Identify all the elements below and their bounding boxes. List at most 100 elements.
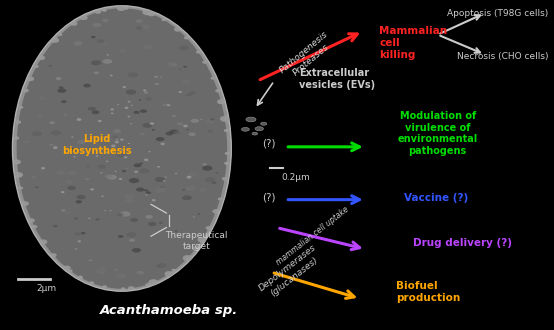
Ellipse shape (175, 230, 177, 232)
Ellipse shape (127, 116, 130, 117)
Ellipse shape (161, 143, 165, 145)
Ellipse shape (177, 122, 183, 125)
Ellipse shape (152, 129, 155, 131)
Ellipse shape (39, 96, 45, 100)
Ellipse shape (120, 212, 131, 216)
Ellipse shape (94, 72, 99, 74)
Ellipse shape (13, 160, 20, 164)
Ellipse shape (117, 213, 124, 216)
Text: Mammalian
cell
killing: Mammalian cell killing (379, 26, 448, 59)
Ellipse shape (198, 237, 206, 242)
Ellipse shape (196, 51, 201, 53)
Text: Necrosis (CHO cells): Necrosis (CHO cells) (457, 51, 548, 61)
Ellipse shape (38, 56, 45, 60)
Ellipse shape (125, 168, 128, 169)
Ellipse shape (111, 145, 116, 147)
Ellipse shape (260, 122, 267, 125)
Ellipse shape (222, 177, 227, 180)
Ellipse shape (148, 222, 156, 226)
Ellipse shape (119, 178, 122, 180)
Ellipse shape (161, 77, 162, 78)
Ellipse shape (255, 127, 264, 131)
Ellipse shape (143, 91, 148, 94)
Ellipse shape (170, 130, 178, 134)
Ellipse shape (145, 194, 148, 196)
Text: 0.2μm: 0.2μm (281, 173, 310, 182)
Ellipse shape (117, 6, 126, 11)
Ellipse shape (76, 195, 86, 199)
Ellipse shape (136, 187, 145, 192)
Ellipse shape (117, 153, 126, 157)
Ellipse shape (162, 19, 166, 21)
Ellipse shape (59, 34, 62, 36)
Ellipse shape (145, 215, 153, 219)
Ellipse shape (172, 115, 176, 117)
Ellipse shape (160, 186, 165, 188)
Text: Apoptosis (T98G cells): Apoptosis (T98G cells) (447, 9, 548, 18)
Ellipse shape (78, 276, 83, 279)
Ellipse shape (127, 101, 131, 103)
Ellipse shape (182, 80, 191, 83)
Ellipse shape (186, 186, 196, 191)
Ellipse shape (207, 130, 213, 133)
Ellipse shape (53, 146, 58, 149)
Ellipse shape (163, 180, 166, 182)
Ellipse shape (189, 91, 196, 94)
Ellipse shape (120, 139, 124, 141)
Ellipse shape (157, 166, 160, 168)
Ellipse shape (83, 84, 91, 87)
Ellipse shape (70, 148, 75, 150)
Ellipse shape (61, 209, 65, 212)
Ellipse shape (140, 168, 150, 173)
Ellipse shape (165, 177, 167, 178)
Ellipse shape (73, 156, 75, 157)
Ellipse shape (129, 178, 139, 183)
Ellipse shape (116, 139, 118, 141)
Ellipse shape (116, 274, 126, 279)
Text: Depolymerases
(glucanases): Depolymerases (glucanases) (257, 243, 325, 301)
Ellipse shape (138, 99, 141, 101)
Ellipse shape (93, 23, 101, 27)
Ellipse shape (102, 42, 108, 45)
Ellipse shape (112, 136, 117, 138)
Ellipse shape (14, 172, 23, 178)
Ellipse shape (122, 170, 126, 172)
Ellipse shape (71, 22, 77, 25)
Ellipse shape (17, 8, 227, 289)
Ellipse shape (140, 109, 147, 113)
Ellipse shape (216, 172, 218, 174)
Ellipse shape (110, 210, 111, 211)
Ellipse shape (16, 121, 21, 123)
Ellipse shape (28, 218, 35, 222)
Ellipse shape (102, 9, 107, 12)
Ellipse shape (146, 191, 151, 194)
Ellipse shape (19, 187, 23, 189)
Ellipse shape (51, 130, 61, 135)
Ellipse shape (115, 171, 117, 172)
Ellipse shape (144, 159, 148, 161)
Ellipse shape (140, 24, 150, 29)
Text: mammalian cell uptake: mammalian cell uptake (275, 205, 351, 267)
Ellipse shape (117, 104, 119, 105)
Ellipse shape (110, 75, 113, 76)
Ellipse shape (148, 151, 151, 152)
Ellipse shape (106, 161, 109, 162)
Ellipse shape (102, 19, 109, 22)
Ellipse shape (91, 36, 96, 38)
Ellipse shape (39, 240, 47, 244)
Ellipse shape (75, 248, 78, 250)
Ellipse shape (101, 195, 104, 197)
Ellipse shape (179, 46, 189, 50)
Ellipse shape (154, 76, 158, 78)
Ellipse shape (95, 10, 101, 14)
Ellipse shape (148, 12, 155, 16)
Ellipse shape (118, 235, 124, 238)
Ellipse shape (74, 41, 82, 46)
Ellipse shape (100, 267, 105, 269)
Text: (?): (?) (262, 139, 275, 148)
Ellipse shape (102, 285, 107, 288)
Ellipse shape (115, 141, 119, 144)
Ellipse shape (146, 283, 150, 286)
Ellipse shape (155, 187, 166, 193)
Ellipse shape (57, 88, 66, 93)
